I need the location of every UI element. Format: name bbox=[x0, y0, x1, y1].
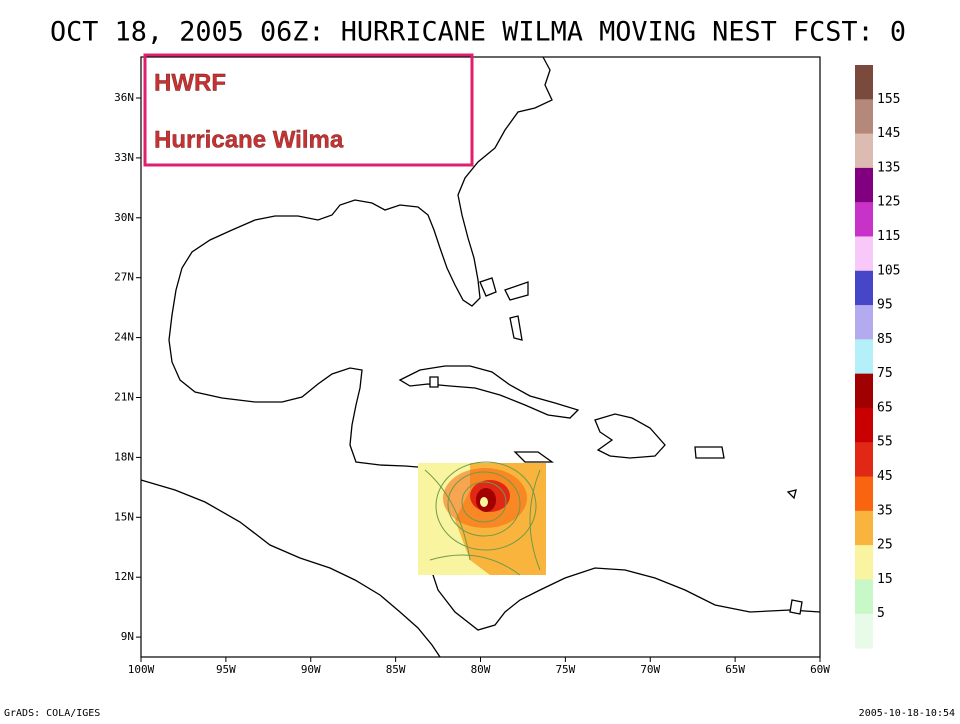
colorbar-swatch bbox=[855, 579, 873, 615]
island-bahamas bbox=[479, 277, 497, 297]
colorbar-swatch bbox=[855, 339, 873, 375]
colorbar-label: 5 bbox=[877, 606, 885, 621]
colorbar-swatch bbox=[855, 373, 873, 409]
axes: 36N 33N 30N 27N 24N 21N 18N 15N 12N 9N 100W 95W 90W 8… bbox=[114, 91, 830, 676]
overlay-model: HWRF bbox=[154, 69, 226, 96]
colorbar-swatch bbox=[855, 613, 873, 649]
lon-label: 75W bbox=[555, 663, 575, 676]
colorbar-label: 55 bbox=[877, 435, 893, 450]
lon-label: 60W bbox=[810, 663, 830, 676]
lon-label: 95W bbox=[216, 663, 236, 676]
map-title: OCT 18, 2005 06Z: HURRICANE WILMA MOVING… bbox=[50, 17, 906, 48]
colorbar-label: 155 bbox=[877, 92, 900, 107]
colorbar-label: 85 bbox=[877, 332, 893, 347]
streamlines bbox=[424, 461, 541, 576]
colorbar-label: 135 bbox=[877, 160, 900, 175]
colorbar-label: 115 bbox=[877, 229, 900, 244]
colorbar-label: 65 bbox=[877, 400, 893, 415]
colorbar-swatch bbox=[855, 545, 873, 580]
island-trinidad bbox=[789, 599, 803, 615]
lon-label: 85W bbox=[386, 663, 406, 676]
colorbar-label: 75 bbox=[877, 366, 893, 381]
overlay-box bbox=[143, 53, 474, 167]
island-puerto-rico bbox=[694, 446, 725, 459]
coastlines bbox=[140, 56, 821, 658]
colorbar-swatch bbox=[855, 442, 873, 478]
lat-label: 21N bbox=[114, 391, 134, 404]
lat-label: 33N bbox=[114, 151, 134, 164]
lat-label: 12N bbox=[114, 570, 134, 583]
colorbar-label: 35 bbox=[877, 503, 893, 518]
lat-label: 36N bbox=[114, 91, 134, 104]
lat-label: 9N bbox=[121, 630, 134, 643]
lon-label: 100W bbox=[128, 663, 155, 676]
island-jamaica bbox=[513, 451, 555, 463]
island-antilles bbox=[786, 489, 797, 500]
colorbar-label: 125 bbox=[877, 195, 900, 210]
footer-left: GrADS: COLA/IGES bbox=[4, 708, 100, 719]
colorbar-swatch bbox=[855, 510, 873, 546]
colorbar-label: 15 bbox=[877, 572, 893, 587]
lat-label: 24N bbox=[114, 331, 134, 344]
lat-label: 18N bbox=[114, 450, 134, 463]
colorbar-label: 105 bbox=[877, 263, 900, 278]
colorbar-swatch bbox=[855, 65, 873, 100]
lon-label: 70W bbox=[640, 663, 660, 676]
lon-label: 65W bbox=[725, 663, 745, 676]
colorbar-swatch bbox=[855, 99, 873, 135]
coastline-pacific bbox=[140, 479, 441, 658]
footer-right: 2005-10-18-10:54 bbox=[859, 708, 955, 719]
colorbar-swatch bbox=[855, 236, 873, 272]
coastline-north-america bbox=[168, 56, 821, 631]
lat-label: 27N bbox=[114, 271, 134, 284]
colorbar-swatch bbox=[855, 407, 873, 443]
colorbar-swatch bbox=[855, 270, 873, 306]
colorbar-swatch bbox=[855, 167, 873, 203]
colorbar-swatch bbox=[855, 305, 873, 340]
colorbar-label: 145 bbox=[877, 126, 900, 141]
colorbar-label: 95 bbox=[877, 298, 893, 313]
island-hispaniola bbox=[594, 413, 666, 459]
overlay-storm: Hurricane Wilma bbox=[154, 126, 344, 153]
island-isla-juventud bbox=[429, 376, 439, 388]
nest-field-weak bbox=[418, 463, 490, 575]
lon-label: 90W bbox=[301, 663, 321, 676]
colorbar-label: 25 bbox=[877, 538, 893, 553]
island-cuba bbox=[398, 365, 580, 419]
colorbar-label: 45 bbox=[877, 469, 893, 484]
lat-label: 15N bbox=[114, 510, 134, 523]
island-bahamas bbox=[504, 281, 529, 301]
island-bahamas bbox=[509, 315, 523, 341]
lon-label: 80W bbox=[471, 663, 491, 676]
colorbar-swatch bbox=[855, 133, 873, 169]
lat-label: 30N bbox=[114, 211, 134, 224]
colorbar-swatch bbox=[855, 476, 873, 512]
forecast-nest bbox=[418, 461, 546, 576]
nest-eye bbox=[480, 497, 488, 507]
colorbar-swatch bbox=[855, 202, 873, 237]
